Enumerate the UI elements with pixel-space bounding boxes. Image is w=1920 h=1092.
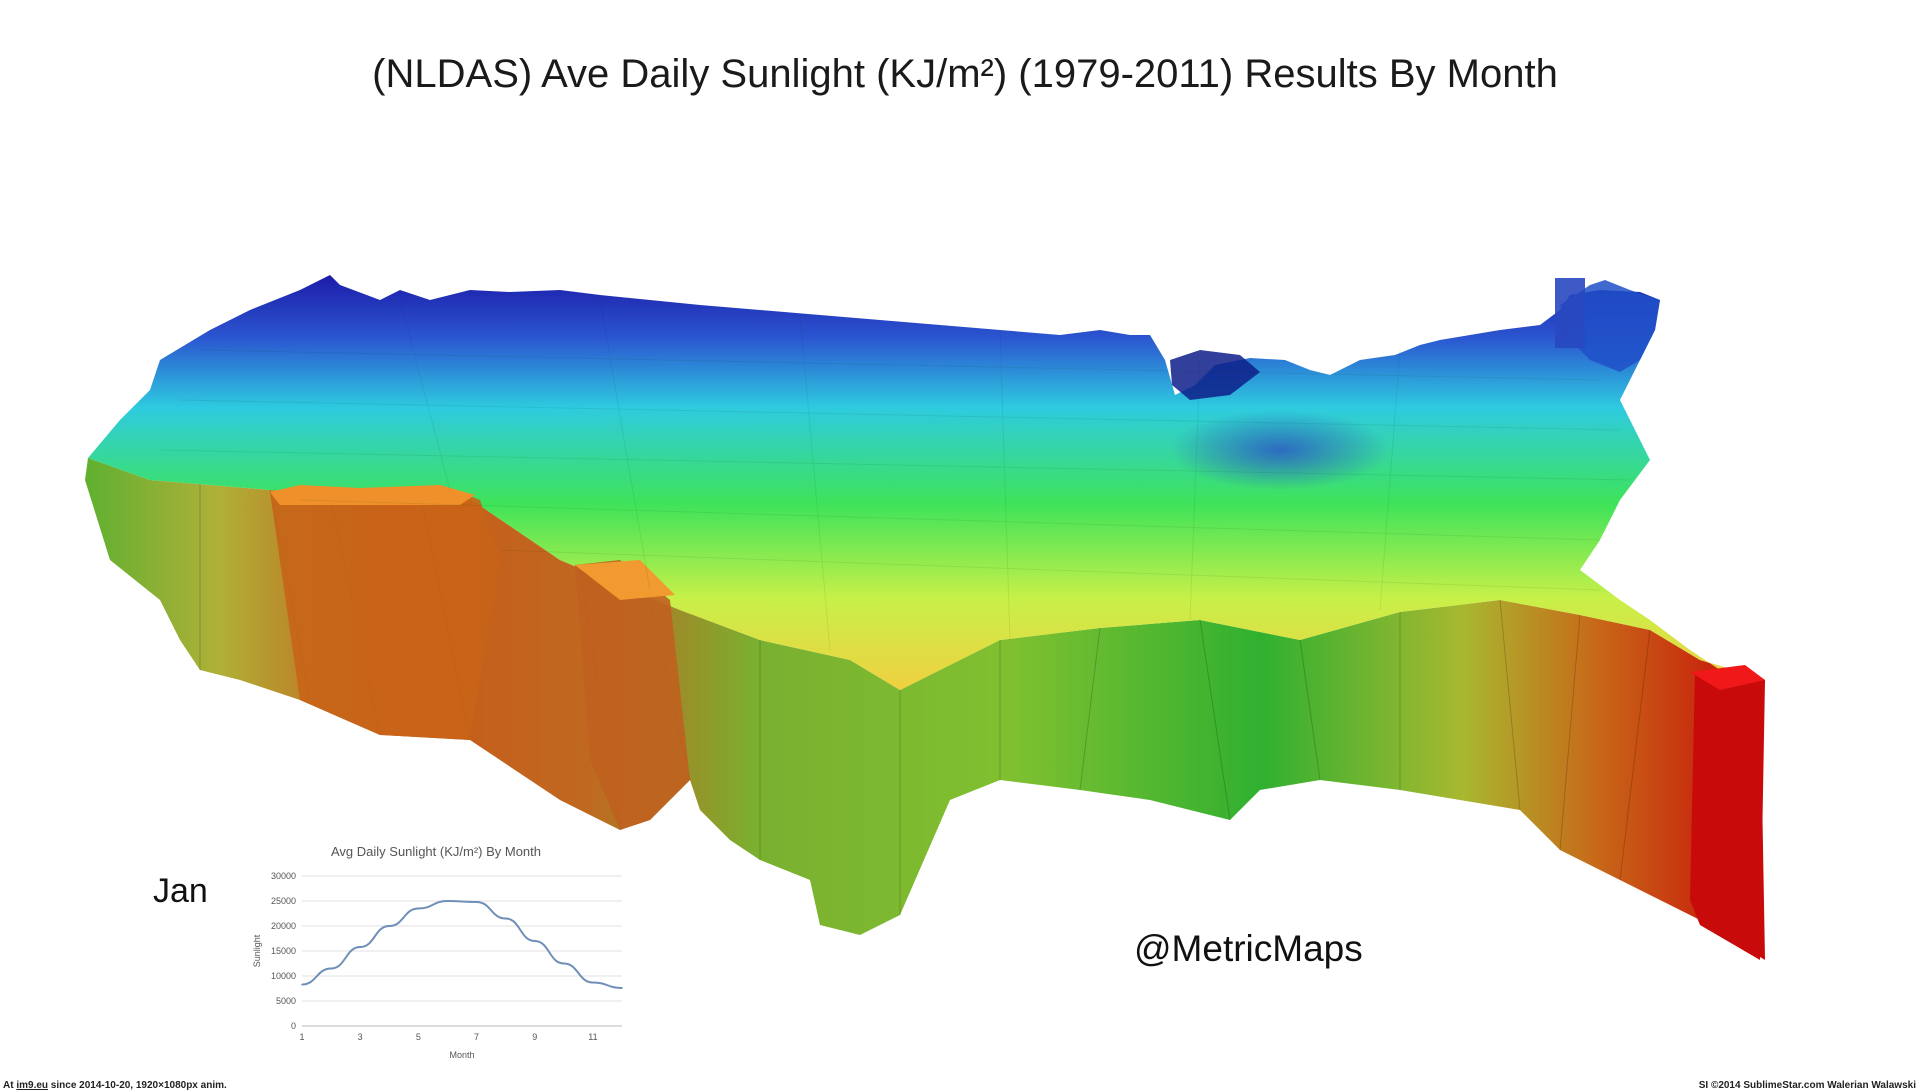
map-texas-block [575, 560, 690, 830]
map-south-wall [85, 458, 1765, 960]
chart-y-ticks: 0 5000 10000 15000 20000 25000 30000 [271, 871, 296, 1031]
map-low-sunlight-region [1170, 410, 1390, 490]
footer-credit-right: SI ©2014 SublimeStar.com Walerian Walaws… [1698, 1080, 1916, 1091]
map-florida-column [1690, 670, 1765, 960]
chart-point-month-7 [475, 901, 478, 903]
chart-point-month-5 [417, 907, 420, 910]
chart-point-month-4 [388, 925, 391, 927]
chart-x-tick-label: 5 [416, 1032, 421, 1042]
chart-point-month-11 [592, 981, 594, 984]
map-southwest-top [270, 485, 475, 505]
chart-y-tick-label: 15000 [271, 946, 296, 956]
chart-x-ticks: 1 3 5 7 9 11 [299, 1032, 597, 1042]
chart-y-tick-label: 20000 [271, 921, 296, 931]
chart-point-month-10 [563, 962, 565, 965]
page-title: (NLDAS) Ave Daily Sunlight (KJ/m²) (1979… [372, 52, 1558, 96]
footer-credit-left: At im9.eu since 2014-10-20, 1920×1080px … [3, 1080, 227, 1091]
chart-title: Avg Daily Sunlight (KJ/m²) By Month [331, 844, 541, 859]
chart-point-month-6 [446, 900, 449, 902]
chart-series-line [301, 899, 623, 989]
chart-series-points [301, 900, 623, 989]
map-great-lakes [1170, 350, 1260, 400]
chart-y-tick-label: 10000 [271, 971, 296, 981]
map-top-surface [88, 275, 1760, 690]
map-southwest-block [270, 492, 500, 740]
chart-point-month-3 [359, 946, 361, 948]
map-texas-top [575, 560, 675, 600]
chart-y-tick-label: 0 [291, 1021, 296, 1031]
footer-suffix: since 2014-10-20, 1920×1080px anim. [48, 1080, 227, 1091]
chart-point-month-2 [330, 967, 332, 970]
chart-point-month-8 [504, 917, 507, 920]
chart-y-tick-label: 5000 [276, 996, 296, 1006]
chart-point-month-12 [621, 987, 623, 989]
chart-x-tick-label: 7 [474, 1032, 479, 1042]
chart-x-label: Month [449, 1050, 474, 1060]
chart-y-label: Sunlight [252, 934, 262, 967]
chart-x-tick-label: 11 [588, 1032, 597, 1042]
chart-x-tick-label: 1 [299, 1032, 304, 1042]
map-surface-texture [159, 299, 1631, 651]
chart-point-month-9 [533, 940, 536, 942]
chart-y-tick-label: 30000 [271, 871, 296, 881]
footer-site-link[interactable]: im9.eu [16, 1080, 49, 1091]
monthly-sunlight-chart: Avg Daily Sunlight (KJ/m²) By Month 0 500… [252, 844, 623, 1060]
footer-prefix: At [3, 1080, 17, 1091]
map-florida-top [1690, 665, 1765, 690]
author-handle: @MetricMaps [1134, 928, 1363, 969]
map-maine-column [1555, 278, 1585, 348]
chart-point-month-1 [301, 983, 303, 986]
chart-x-tick-label: 3 [358, 1032, 363, 1042]
chart-y-tick-label: 25000 [271, 896, 296, 906]
chart-x-tick-label: 9 [532, 1032, 537, 1042]
month-label: Jan [153, 872, 208, 910]
